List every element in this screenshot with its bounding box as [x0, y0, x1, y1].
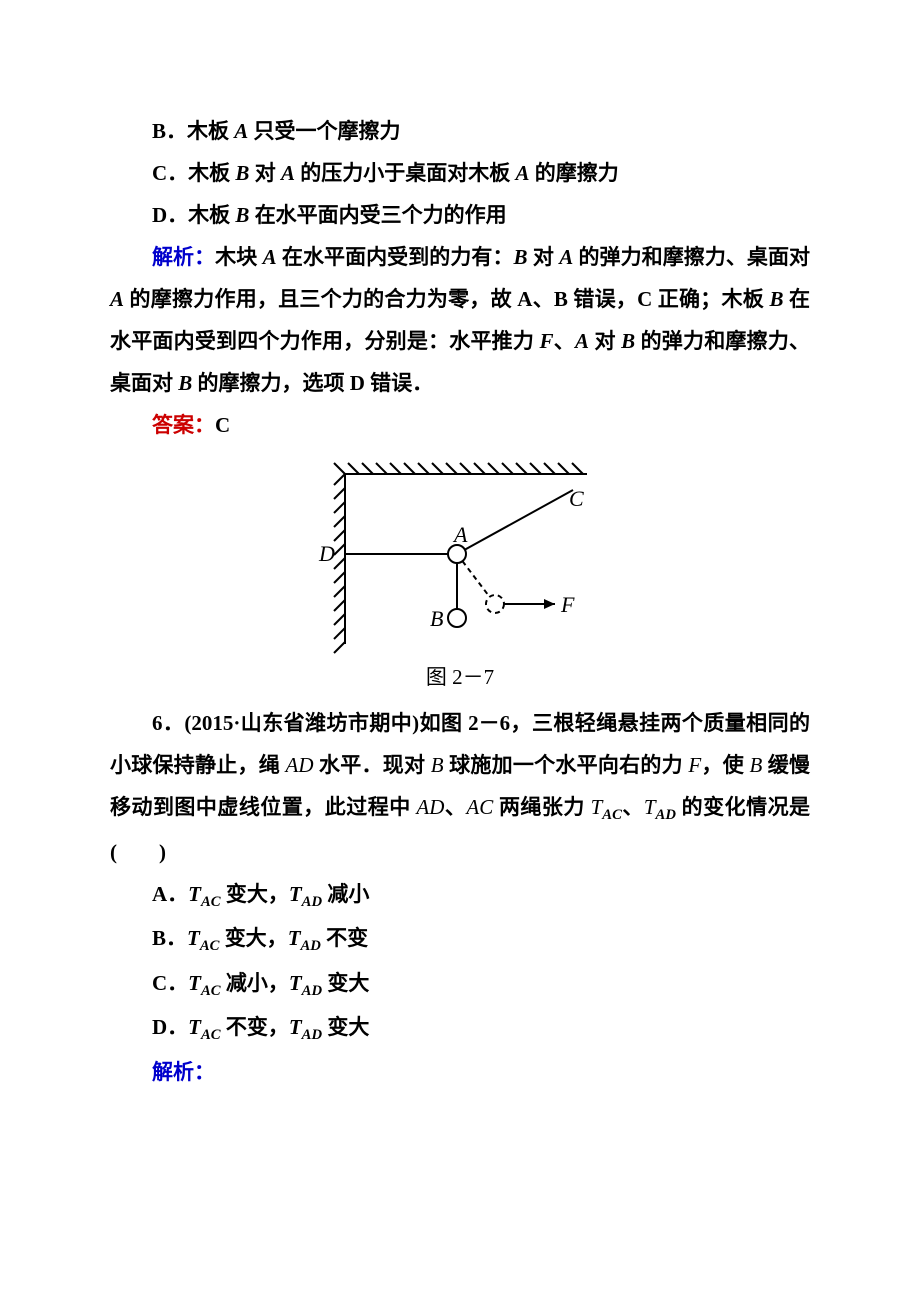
- q6-analysis: 解析：: [110, 1051, 810, 1093]
- svg-text:C: C: [569, 486, 584, 511]
- q5-choice-d-text: D．木板 B 在水平面内受三个力的作用: [152, 203, 507, 227]
- q6-var-TAD: T: [644, 795, 656, 819]
- q6-var-AD: AD: [286, 753, 314, 777]
- q5-answer-body: C: [215, 413, 230, 437]
- q6-var-AD2: AD: [416, 795, 444, 819]
- svg-text:F: F: [560, 592, 575, 617]
- q6-stem: 6．(2015·山东省潍坊市期中)如图 2－6，三根轻绳悬挂两个质量相同的小球保…: [110, 702, 810, 873]
- q5-choice-c: C．木板 B 对 A 的压力小于桌面对木板 A 的摩擦力: [110, 152, 810, 194]
- q6-var-AC: AC: [466, 795, 493, 819]
- q5-choice-c-text: C．木板 B 对 A 的压力小于桌面对木板 A 的摩擦力: [152, 161, 619, 185]
- svg-text:B: B: [430, 606, 443, 631]
- q6-var-TAC: T: [591, 795, 603, 819]
- q6-stem-g: 两绳张力: [493, 795, 590, 819]
- q6-var-F: F: [688, 753, 701, 777]
- figure-2-7-caption: 图 2－7: [110, 656, 810, 698]
- q5-answer: 答案：C: [110, 404, 810, 446]
- q6-choice-c-label: C．: [152, 971, 188, 995]
- q5-choice-b-text: B．木板 A 只受一个摩擦力: [152, 119, 401, 143]
- q6-stem-h: 、: [622, 795, 644, 819]
- q6-choice-d: D．TAC 不变，TAD 变大: [110, 1006, 810, 1051]
- q6-stem-d: ，使: [701, 753, 749, 777]
- q5-answer-label: 答案：: [152, 413, 215, 437]
- q6-stem-b: 水平．现对: [314, 753, 431, 777]
- q6-number: 6．: [152, 711, 184, 735]
- q6-choice-c: C．TAC 减小，TAD 变大: [110, 962, 810, 1007]
- q6-choice-d-label: D．: [152, 1015, 188, 1039]
- q6-choice-b: B．TAC 变大，TAD 不变: [110, 917, 810, 962]
- q6-src-body: 山东省潍坊市期中: [240, 711, 412, 735]
- figure-2-7: C D A B F 图 2－7: [110, 454, 810, 698]
- q5-choice-d: D．木板 B 在水平面内受三个力的作用: [110, 194, 810, 236]
- figure-2-7-svg: C D A B F: [315, 454, 605, 654]
- q6-var-TAD-sub: AD: [656, 807, 676, 823]
- q5-analysis: 解析：木块 A 在水平面内受到的力有：B 对 A 的弹力和摩擦力、桌面对 A 的…: [110, 236, 810, 404]
- q6-var-TAC-sub: AC: [602, 807, 622, 823]
- q5-analysis-label: 解析：: [152, 245, 215, 269]
- svg-text:D: D: [318, 541, 335, 566]
- q6-var-B: B: [431, 753, 444, 777]
- svg-text:A: A: [452, 522, 468, 547]
- q6-var-B2: B: [749, 753, 762, 777]
- q5-analysis-body: 木块 A 在水平面内受到的力有：B 对 A 的弹力和摩擦力、桌面对 A 的摩擦力…: [110, 245, 810, 395]
- q6-choice-a: A．TAC 变大，TAD 减小: [110, 873, 810, 918]
- q6-src-prefix: (2015·: [184, 711, 240, 735]
- q6-analysis-label: 解析：: [152, 1060, 215, 1084]
- q5-choice-b: B．木板 A 只受一个摩擦力: [110, 110, 810, 152]
- q6-stem-c: 球施加一个水平向右的力: [444, 753, 689, 777]
- q6-choice-a-label: A．: [152, 882, 188, 906]
- q6-stem-f: 、: [444, 795, 466, 819]
- q6-choice-b-label: B．: [152, 926, 187, 950]
